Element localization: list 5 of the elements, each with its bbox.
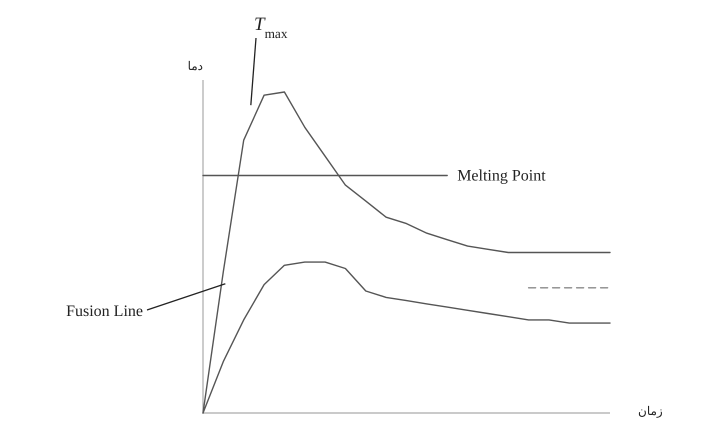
x-axis-title: زمان <box>638 404 663 418</box>
text: T$_{max}$ <box>254 14 288 40</box>
text: Fusion Line <box>66 303 143 320</box>
y-axis-title: دما <box>188 59 203 73</box>
series-label: Melting Point <box>457 167 546 184</box>
